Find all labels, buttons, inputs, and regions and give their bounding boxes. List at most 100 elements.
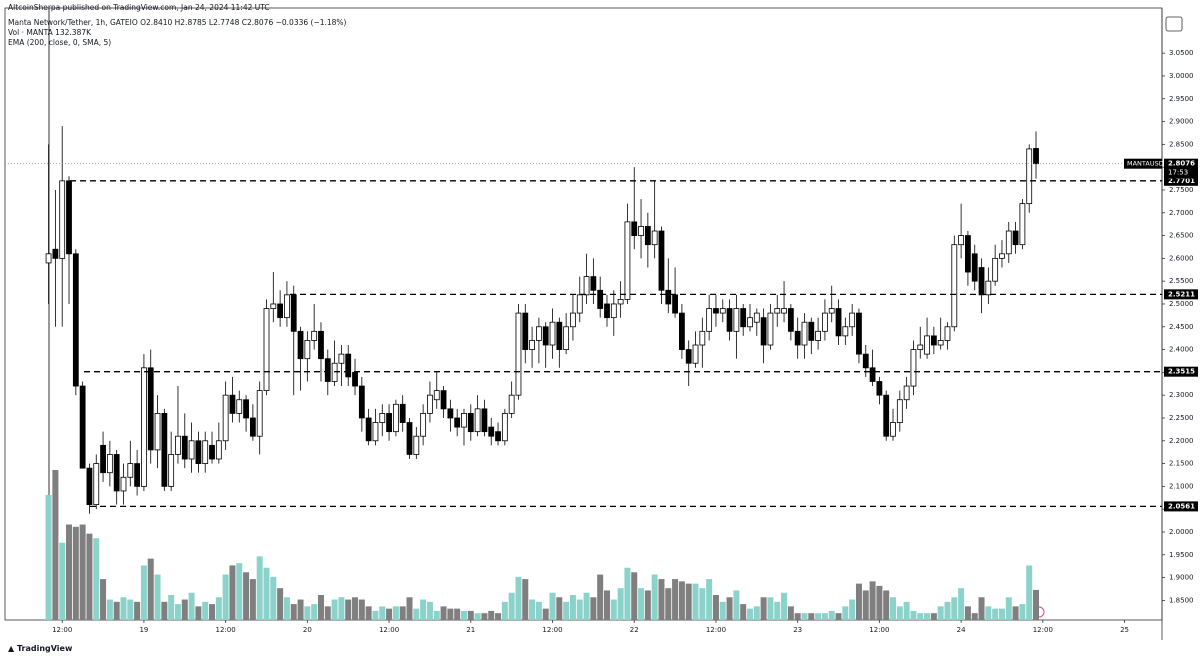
settings-icon[interactable] (1165, 16, 1183, 32)
candle-body (93, 463, 100, 506)
candle-body (556, 321, 563, 350)
candle-body (406, 422, 413, 455)
volume-bar (420, 599, 427, 620)
y-tick-label: 2.7500 (1169, 186, 1194, 194)
volume-bar (917, 613, 924, 620)
volume-bar (134, 601, 141, 620)
volume-bar (66, 524, 73, 620)
volume-bar (222, 574, 229, 620)
volume-bar (781, 592, 788, 620)
candle-body (624, 221, 631, 300)
volume-bar (79, 524, 86, 620)
candle-body (481, 408, 488, 433)
candle-body (277, 303, 284, 319)
candle-body (971, 253, 978, 282)
volume-bar (365, 606, 372, 620)
y-tick-label: 2.2000 (1169, 437, 1194, 445)
volume-bar (52, 470, 59, 620)
volume-bar (474, 613, 481, 620)
x-tick-label: 12:00 (869, 626, 889, 634)
candle-body (229, 394, 236, 414)
candle-body (168, 454, 175, 487)
volume-bar (161, 601, 168, 620)
candle-body (358, 385, 365, 419)
volume-bar (767, 597, 774, 620)
candle-body (1005, 230, 1012, 255)
volume-bar (297, 599, 304, 620)
y-tick-label: 2.4500 (1169, 323, 1194, 331)
candle-body (781, 308, 787, 314)
candle-body (794, 330, 801, 346)
volume-bar (617, 588, 624, 620)
candle-body (154, 413, 161, 451)
volume-bar (243, 572, 250, 620)
volume-bar (808, 613, 815, 620)
volume-bar (985, 606, 992, 620)
candle-body (535, 326, 542, 341)
volume-bar (740, 604, 747, 620)
level-label-box (1164, 366, 1198, 377)
candle-body (706, 308, 713, 332)
y-tick-label: 2.0000 (1169, 528, 1194, 536)
candle-body (447, 408, 454, 419)
candle-body (549, 321, 556, 346)
candle-body (270, 303, 277, 309)
candles (45, 126, 1039, 514)
volume-bar (277, 588, 284, 620)
volume-bar (140, 565, 147, 620)
candle-body (801, 321, 808, 346)
volume-bar (821, 613, 828, 620)
candle-body (256, 390, 263, 437)
candle-body (985, 280, 992, 296)
candle-body (992, 257, 999, 282)
volume-bar (515, 576, 522, 620)
candle-body (440, 390, 447, 410)
volume-bar (270, 576, 277, 620)
volume-bar (869, 581, 876, 620)
candle-body (883, 394, 890, 437)
candle-body (1026, 148, 1033, 205)
y-tick-label: 2.8500 (1169, 140, 1194, 148)
volume-bar (72, 526, 79, 620)
y-tick-label: 2.1000 (1169, 482, 1194, 490)
volume-bar (828, 610, 835, 620)
volume-bar (338, 597, 345, 620)
level-label: 2.7701 (1168, 177, 1195, 185)
candle-body (924, 335, 930, 355)
volume-bar (801, 613, 808, 620)
volume-bar (120, 597, 127, 620)
symbol-label: MANTAUSDT (1127, 160, 1168, 168)
volume-bar (876, 585, 883, 620)
volume-bar (890, 597, 897, 620)
volume-bar (563, 601, 570, 620)
volume-bar (998, 608, 1005, 620)
volume-bar (678, 581, 685, 620)
y-tick-label: 1.8500 (1169, 596, 1194, 604)
volume-bar (992, 608, 999, 620)
candle-body (331, 362, 338, 382)
last-price-box (1164, 158, 1198, 179)
volume-bar (712, 595, 719, 620)
candle-body (134, 463, 141, 487)
volume-bar (508, 592, 515, 620)
candle-body (392, 403, 399, 433)
candle-body (72, 253, 79, 387)
volume-bar (685, 583, 692, 620)
candle-body (726, 308, 733, 332)
symbol-line: Manta Network/Tether, 1h, GATEIO O2.8410… (8, 18, 347, 27)
volume-bar (147, 558, 154, 620)
x-tick-label: 12:00 (52, 626, 72, 634)
volume-bar (535, 601, 542, 620)
candle-body (45, 253, 52, 264)
volume-bar (774, 601, 781, 620)
candle-body (774, 308, 781, 314)
candle-body (501, 413, 508, 442)
volume-bar (154, 574, 161, 620)
candle-body (869, 367, 876, 382)
volume-bar (638, 588, 645, 620)
candle-body (433, 390, 440, 401)
candle-body (631, 221, 638, 236)
candle-body (590, 276, 597, 291)
